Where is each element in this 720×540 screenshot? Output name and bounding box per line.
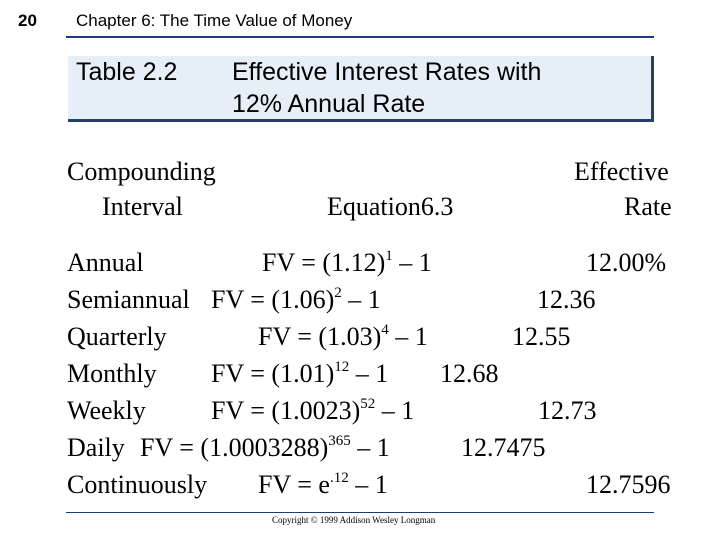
- equation-base: FV = (1.12): [262, 248, 386, 277]
- equation-base: FV = (1.01): [211, 359, 335, 388]
- equation-suffix: – 1: [341, 285, 381, 314]
- chapter-title: Chapter 6: The Time Value of Money: [76, 11, 353, 30]
- column-header-rate-line-2: Rate: [624, 192, 672, 221]
- row-interval-annual: Annual: [67, 248, 144, 277]
- row-rate-weekly: 12.73: [538, 396, 597, 425]
- equation-exponent: .12: [329, 470, 349, 486]
- column-header-interval-line-1: Compounding: [67, 157, 216, 186]
- footer-divider: [66, 512, 654, 513]
- equation-suffix: – 1: [348, 470, 388, 499]
- row-rate-daily: 12.7475: [461, 433, 546, 462]
- row-equation-monthly: FV = (1.01)12 – 1: [211, 359, 388, 389]
- equation-base: FV = (1.03): [258, 322, 382, 351]
- equation-exponent: 4: [381, 322, 389, 338]
- row-interval-daily: Daily: [67, 433, 125, 462]
- equation-suffix: – 1: [392, 248, 432, 277]
- equation-suffix: – 1: [350, 433, 390, 462]
- copyright-notice: Copyright © 1999 Addison Wesley Longman: [272, 515, 436, 525]
- row-rate-semiannual: 12.36: [537, 285, 596, 314]
- equation-base: FV = e: [258, 470, 330, 499]
- row-rate-monthly: 12.68: [440, 359, 499, 388]
- equation-base: FV = (1.0023): [211, 396, 361, 425]
- row-equation-daily: FV = (1.0003288)365 – 1: [140, 433, 390, 463]
- row-interval-monthly: Monthly: [67, 359, 157, 388]
- row-interval-weekly: Weekly: [67, 396, 146, 425]
- column-header-interval-line-2: Interval: [102, 192, 183, 221]
- table-title-line-1: Effective Interest Rates with: [232, 58, 542, 86]
- row-equation-weekly: FV = (1.0023)52 – 1: [211, 396, 414, 426]
- row-equation-quarterly: FV = (1.03)4 – 1: [258, 322, 428, 352]
- row-rate-continuously: 12.7596: [586, 470, 671, 499]
- row-interval-semiannual: Semiannual: [67, 285, 190, 314]
- row-equation-annual: FV = (1.12)1 – 1: [262, 248, 432, 278]
- equation-suffix: – 1: [375, 396, 415, 425]
- equation-suffix: – 1: [388, 322, 428, 351]
- equation-exponent: 12: [334, 359, 350, 375]
- equation-exponent: 52: [360, 396, 376, 412]
- row-interval-continuously: Continuously: [67, 470, 208, 499]
- row-interval-quarterly: Quarterly: [67, 322, 167, 351]
- row-equation-semiannual: FV = (1.06)2 – 1: [211, 285, 381, 315]
- table-title-box: [68, 56, 654, 122]
- table-label: Table 2.2: [76, 58, 178, 86]
- equation-base: FV = (1.0003288): [140, 433, 329, 462]
- equation-base: FV = (1.06): [211, 285, 335, 314]
- equation-exponent: 1: [385, 248, 393, 264]
- slide-number: 20: [18, 11, 37, 30]
- header-divider: [66, 36, 654, 38]
- column-header-equation: Equation6.3: [327, 192, 454, 221]
- equation-exponent: 365: [328, 433, 351, 449]
- column-header-rate-line-1: Effective: [574, 157, 669, 186]
- table-title-line-2: 12% Annual Rate: [232, 90, 426, 118]
- equation-suffix: – 1: [349, 359, 389, 388]
- row-rate-quarterly: 12.55: [512, 322, 571, 351]
- equation-exponent: 2: [334, 285, 342, 301]
- row-rate-annual: 12.00%: [586, 248, 667, 277]
- row-equation-continuously: FV = e.12 – 1: [258, 470, 388, 500]
